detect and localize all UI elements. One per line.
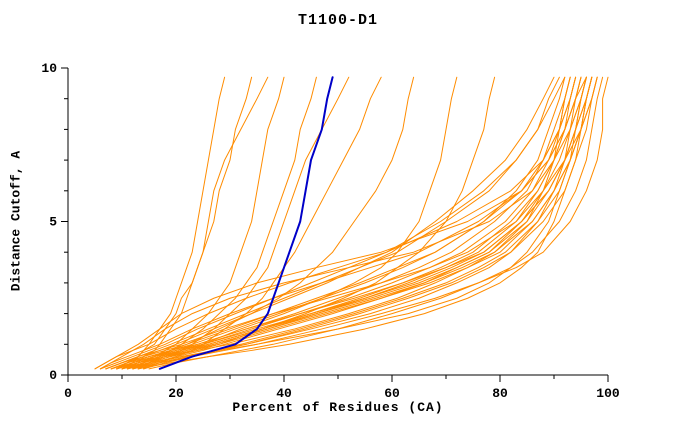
model-curve [116, 76, 582, 370]
tick-labels: 0 20 40 60 80 100 0 5 10 [41, 61, 620, 401]
model-curve [116, 76, 269, 370]
axes [61, 67, 609, 382]
model-curve [137, 76, 593, 370]
model-curve [105, 76, 577, 370]
model-curve [105, 76, 593, 370]
model-curve [126, 76, 253, 370]
x-tick-label: 20 [168, 386, 184, 401]
y-tick-label: 0 [49, 368, 57, 383]
model-curve [110, 76, 571, 370]
x-tick-label: 60 [384, 386, 400, 401]
model-curve [126, 76, 598, 370]
x-tick-label: 80 [492, 386, 508, 401]
model-curve [132, 76, 609, 370]
model-curve [116, 76, 571, 370]
y-tick-label: 10 [41, 61, 57, 76]
model-curve [99, 76, 587, 370]
model-curve [94, 76, 587, 370]
highlight-curve [158, 76, 334, 370]
model-curve [99, 76, 566, 370]
model-curve [143, 76, 598, 370]
model-curve [110, 76, 555, 370]
model-curve [94, 76, 577, 370]
model-curve [121, 76, 571, 370]
x-tick-label: 40 [276, 386, 292, 401]
x-tick-label: 0 [64, 386, 72, 401]
x-axis-label: Percent of Residues (CA) [232, 400, 444, 415]
chart-title: T1100-D1 [297, 12, 378, 29]
model-curve [110, 76, 587, 370]
model-curve [110, 76, 598, 370]
y-tick-label: 5 [49, 215, 57, 230]
model-curve [121, 76, 587, 370]
x-tick-label: 100 [596, 386, 620, 401]
curves [94, 76, 609, 370]
